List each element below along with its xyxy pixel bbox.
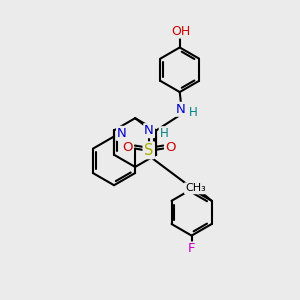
- Text: CH₃: CH₃: [185, 183, 206, 193]
- Text: OH: OH: [172, 25, 191, 38]
- Text: S: S: [144, 142, 154, 158]
- Text: N: N: [117, 127, 127, 140]
- Text: O: O: [122, 140, 133, 154]
- Text: F: F: [188, 242, 195, 256]
- Text: H: H: [189, 106, 198, 119]
- Text: N: N: [143, 145, 153, 158]
- Text: H: H: [160, 127, 168, 140]
- Text: O: O: [165, 140, 176, 154]
- Text: N: N: [176, 103, 185, 116]
- Text: N: N: [144, 124, 154, 137]
